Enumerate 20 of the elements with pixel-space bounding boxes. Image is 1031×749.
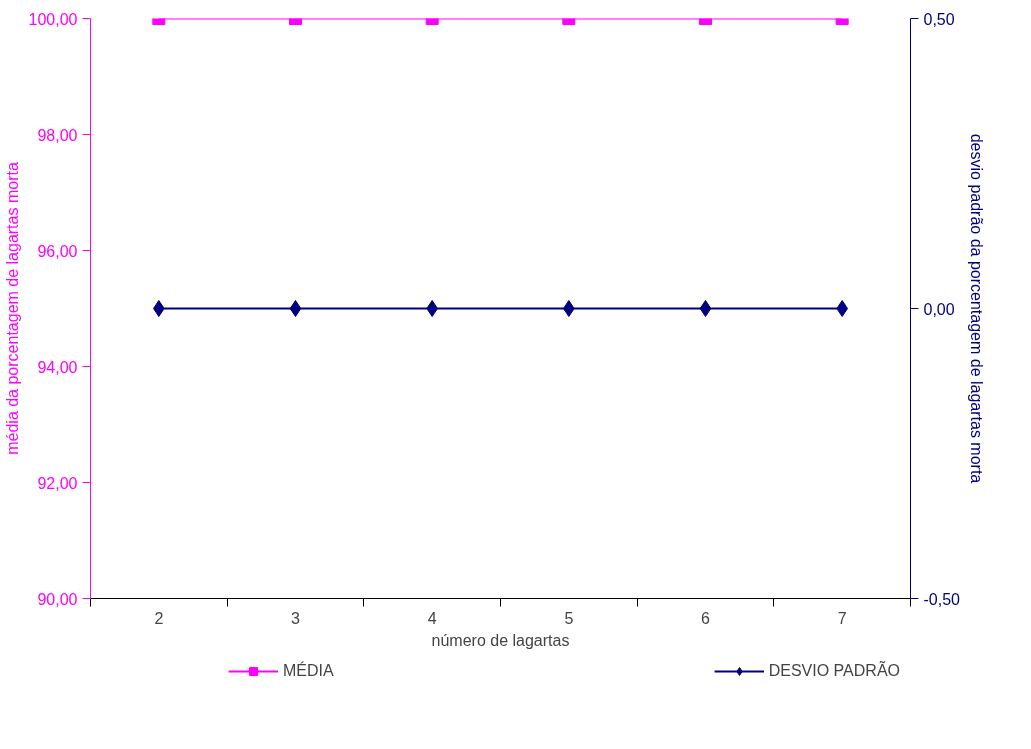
- x-tick-label: 2: [154, 609, 164, 627]
- x-tick-label: 4: [427, 609, 437, 627]
- y-tick-label: 92,00: [37, 474, 78, 492]
- legend-label: DESVIO PADRÃO: [768, 662, 900, 680]
- y-tick-label: 96,00: [37, 242, 78, 260]
- y-axis-title: média da porcentagem de lagartas morta: [3, 162, 21, 455]
- legend-label: MÉDIA: [283, 662, 334, 680]
- y2-axis-title: desvio padrão da porcentagem de lagartas morta: [967, 133, 985, 484]
- y-tick-label: 90,00: [37, 590, 78, 608]
- y-tick-label: 98,00: [37, 126, 78, 144]
- y2-tick-label: -0,50: [923, 590, 961, 608]
- x-tick-label: 5: [564, 609, 574, 627]
- x-tick-label: 3: [291, 609, 301, 627]
- y-tick-label: 94,00: [37, 358, 78, 376]
- y2-tick-label: 0,00: [923, 300, 955, 318]
- y2-tick-label: 0,50: [923, 10, 955, 28]
- x-axis-title: número de lagartas: [431, 631, 570, 649]
- y-tick-label: 100,00: [28, 10, 78, 28]
- x-tick-label: 7: [837, 609, 847, 627]
- x-tick-label: 6: [701, 609, 711, 627]
